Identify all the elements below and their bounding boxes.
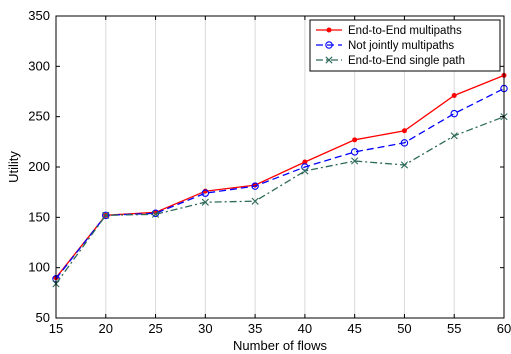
axis-ticks: [55, 15, 505, 319]
data-point: [151, 210, 160, 218]
y-axis-title: Utility: [6, 151, 21, 183]
legend-entry: End-to-End single path: [316, 55, 465, 67]
y-tick-label: 200: [28, 159, 50, 174]
data-point: [251, 197, 259, 205]
series-line: [55, 116, 505, 285]
data-point: [450, 109, 458, 118]
x-tick-label: 40: [298, 321, 312, 336]
legend-entry: End-to-End multipaths: [316, 25, 462, 37]
data-point: [301, 167, 309, 175]
legend-marker: [326, 27, 332, 33]
data-point: [301, 163, 309, 171]
legend-label: End-to-End multipaths: [348, 25, 462, 37]
x-axis-title: Number of flows: [233, 338, 327, 353]
data-point: [350, 148, 359, 156]
legend-marker: [325, 56, 333, 64]
y-tick-label: 50: [36, 310, 50, 325]
x-tick-label: 50: [397, 321, 411, 336]
legend-label: End-to-End single path: [348, 55, 465, 67]
series-3: [52, 113, 508, 288]
data-point: [400, 139, 409, 147]
series-group: [52, 72, 508, 288]
x-tick-label: 60: [497, 321, 511, 336]
data-point: [251, 182, 259, 190]
data-point: [102, 211, 110, 219]
y-tick-label: 300: [28, 58, 50, 73]
x-tick-label: 30: [198, 321, 212, 336]
data-point: [451, 93, 457, 99]
x-tick-label: 15: [49, 321, 63, 336]
legend-entry: Not jointly multipaths: [316, 40, 454, 52]
x-tick-label: 45: [347, 321, 361, 336]
data-point: [400, 161, 409, 169]
y-tick-label: 100: [28, 260, 50, 275]
y-tick-label: 250: [28, 109, 50, 124]
tick-labels: 15 20 25 30 35 40 45 50 55 60 50 100 150 200 250 300 350: [28, 8, 511, 336]
data-point: [351, 157, 359, 165]
legend-marker: [325, 41, 333, 49]
legend: End-to-End multipaths Not jointly multipa…: [309, 19, 501, 72]
data-point: [352, 137, 358, 143]
x-tick-label: 25: [148, 321, 162, 336]
y-tick-label: 150: [28, 209, 50, 224]
data-point: [102, 211, 110, 220]
legend-label: Not jointly multipaths: [348, 40, 454, 52]
x-tick-label: 35: [248, 321, 262, 336]
data-point: [201, 198, 209, 206]
data-point: [450, 132, 458, 140]
y-tick-label: 350: [28, 8, 50, 23]
data-point: [401, 128, 407, 134]
x-tick-label: 20: [99, 321, 113, 336]
x-tick-label: 55: [447, 321, 461, 336]
data-point: [201, 189, 210, 197]
